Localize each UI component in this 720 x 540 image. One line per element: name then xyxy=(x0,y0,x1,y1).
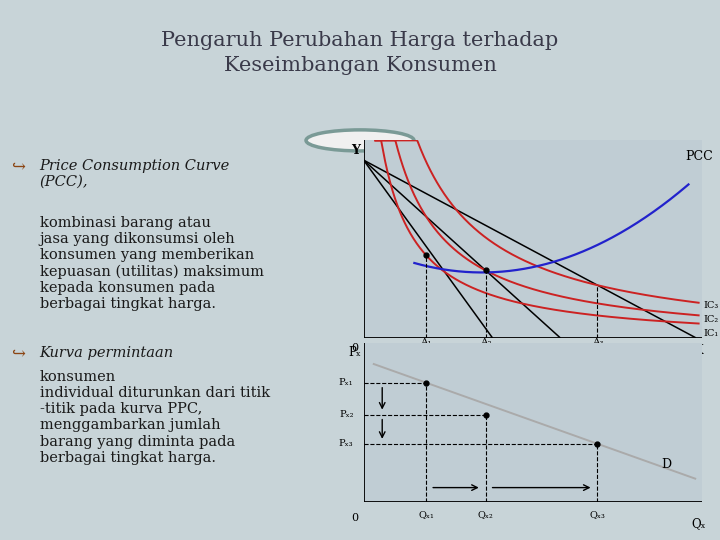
Text: IC₃: IC₃ xyxy=(703,301,719,310)
Text: konsumen
individual diturunkan dari titik
-titik pada kurva PPC,
menggambarkan j: konsumen individual diturunkan dari titi… xyxy=(40,370,270,465)
Text: Qₓ₁: Qₓ₁ xyxy=(418,510,434,519)
Text: Kurva permintaan: Kurva permintaan xyxy=(40,346,174,360)
Text: D: D xyxy=(662,458,672,471)
Text: Pₓ: Pₓ xyxy=(348,346,361,359)
Text: Pₓ₂: Pₓ₂ xyxy=(339,410,354,419)
Circle shape xyxy=(306,130,414,151)
Text: IC₁: IC₁ xyxy=(703,329,719,338)
Text: 0: 0 xyxy=(351,513,359,523)
Circle shape xyxy=(320,133,400,148)
Text: PCC: PCC xyxy=(685,150,713,163)
Text: A₁: A₁ xyxy=(420,339,432,347)
Text: A₃: A₃ xyxy=(592,339,603,347)
Text: ↪: ↪ xyxy=(11,159,24,176)
Text: ↪: ↪ xyxy=(11,346,24,363)
Text: kombinasi barang atau
jasa yang dikonsumsi oleh
konsumen yang memberikan
kepuasa: kombinasi barang atau jasa yang dikonsum… xyxy=(40,215,264,311)
Text: 0: 0 xyxy=(351,343,359,353)
Text: Y: Y xyxy=(351,144,360,157)
Text: Qₓ₃: Qₓ₃ xyxy=(590,510,606,519)
Text: Qₓ₂: Qₓ₂ xyxy=(478,510,493,519)
Text: Pₓ₃: Pₓ₃ xyxy=(339,440,354,448)
Text: Price Consumption Curve
(PCC),: Price Consumption Curve (PCC), xyxy=(40,159,230,189)
Text: Pengaruh Perubahan Harga terhadap
Keseimbangan Konsumen: Pengaruh Perubahan Harga terhadap Keseim… xyxy=(161,31,559,76)
Text: Pₓ₁: Pₓ₁ xyxy=(339,378,354,387)
Text: Qₓ: Qₓ xyxy=(691,517,706,530)
Text: X: X xyxy=(694,345,703,357)
Text: IC₂: IC₂ xyxy=(703,315,719,324)
Text: A₂: A₂ xyxy=(480,339,492,347)
